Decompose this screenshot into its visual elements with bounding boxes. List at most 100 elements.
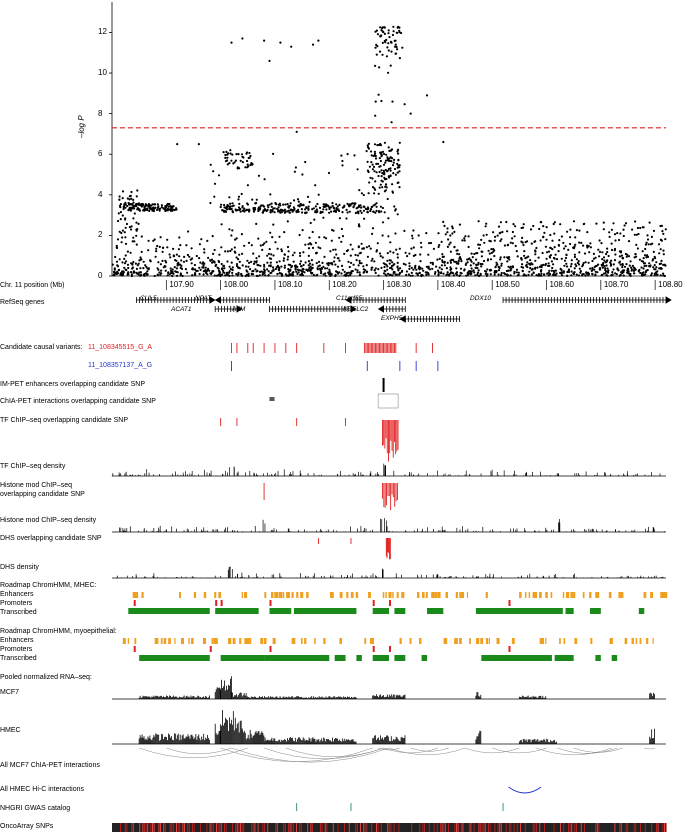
data-point [451, 225, 454, 228]
state-mark [163, 638, 166, 644]
data-point [220, 267, 223, 271]
data-point [540, 272, 543, 275]
data-point [287, 263, 290, 266]
data-point [217, 174, 221, 177]
data-point [362, 271, 365, 274]
snp-mark [489, 823, 491, 832]
data-point [398, 166, 401, 169]
data-point [400, 270, 403, 273]
data-point [132, 217, 135, 220]
data-point [478, 243, 482, 246]
state-mark [160, 638, 163, 644]
data-point [320, 267, 324, 270]
state-mark [574, 638, 578, 644]
data-point [311, 43, 315, 46]
data-point [421, 274, 424, 277]
data-point [378, 50, 382, 53]
data-point [525, 256, 528, 259]
data-point [340, 227, 343, 231]
data-point [270, 205, 273, 208]
data-point [448, 272, 451, 276]
data-point [175, 253, 178, 256]
data-point [333, 209, 336, 212]
data-point [549, 246, 552, 249]
snp-mark [193, 823, 195, 832]
snp-mark [307, 823, 309, 832]
data-point [513, 235, 516, 238]
data-point [521, 263, 524, 266]
data-point [377, 192, 380, 195]
data-point [619, 274, 622, 277]
data-point [255, 222, 258, 225]
data-point [233, 250, 236, 253]
data-point [295, 130, 298, 133]
data-point [210, 272, 213, 276]
data-point [166, 274, 169, 277]
data-point [333, 256, 336, 259]
data-point [440, 264, 443, 267]
data-point [630, 266, 633, 269]
data-point [619, 232, 622, 235]
data-point [562, 241, 565, 244]
state-mark [443, 638, 446, 644]
data-point [479, 272, 482, 275]
data-point [135, 221, 138, 224]
y-tick-label: 12 [98, 27, 107, 37]
data-point [198, 257, 201, 260]
data-point [172, 254, 175, 257]
data-point [463, 237, 466, 240]
state-mark [134, 638, 137, 644]
data-point [610, 248, 614, 252]
state-mark [211, 638, 214, 644]
data-point [280, 265, 283, 268]
data-point [287, 270, 290, 273]
data-point [606, 250, 609, 254]
snp-mark [219, 823, 221, 832]
transcribed-label: Transcribed [0, 609, 37, 616]
data-point [405, 270, 408, 273]
data-point [269, 193, 272, 196]
data-point [583, 222, 586, 225]
data-point [621, 256, 625, 260]
data-point [454, 260, 458, 263]
data-point [393, 167, 397, 171]
data-point [594, 256, 597, 259]
data-point [584, 274, 587, 277]
data-point [255, 261, 258, 264]
data-point [397, 158, 400, 161]
candidate-variants-red [231, 343, 433, 353]
data-point [499, 258, 502, 261]
data-point [160, 269, 163, 272]
data-point [602, 228, 605, 231]
data-point [172, 247, 175, 250]
variant-1-label: 11_108345515_G_A [88, 344, 153, 351]
data-point [455, 267, 458, 270]
data-point [121, 236, 124, 239]
data-point [397, 148, 400, 151]
state-mark [459, 592, 462, 598]
roadmap-mhec-label: Roadmap ChromHMM, MHEC: [0, 582, 97, 589]
data-point [585, 271, 588, 274]
data-point [153, 274, 156, 278]
data-point [241, 155, 244, 158]
data-point [446, 261, 449, 264]
snp-mark [206, 823, 208, 832]
data-point [265, 240, 268, 243]
data-point [401, 46, 404, 49]
snp-mark [563, 823, 565, 832]
interaction-arc [410, 747, 449, 752]
data-point [343, 204, 346, 207]
x-tick-label: 108.80 [658, 280, 683, 289]
x-tick-label: 108.70 [603, 280, 629, 289]
gene-atm-model [269, 305, 357, 313]
data-point [192, 268, 195, 271]
oncoarray-label: OncoArray SNPs [0, 823, 54, 830]
data-point [577, 260, 580, 263]
data-point [300, 208, 303, 211]
data-point [375, 162, 378, 165]
data-point [448, 243, 451, 246]
data-point [534, 253, 537, 256]
x-tick-label: 107.90 [169, 280, 194, 289]
data-point [311, 208, 314, 211]
snp-mark [299, 823, 301, 832]
